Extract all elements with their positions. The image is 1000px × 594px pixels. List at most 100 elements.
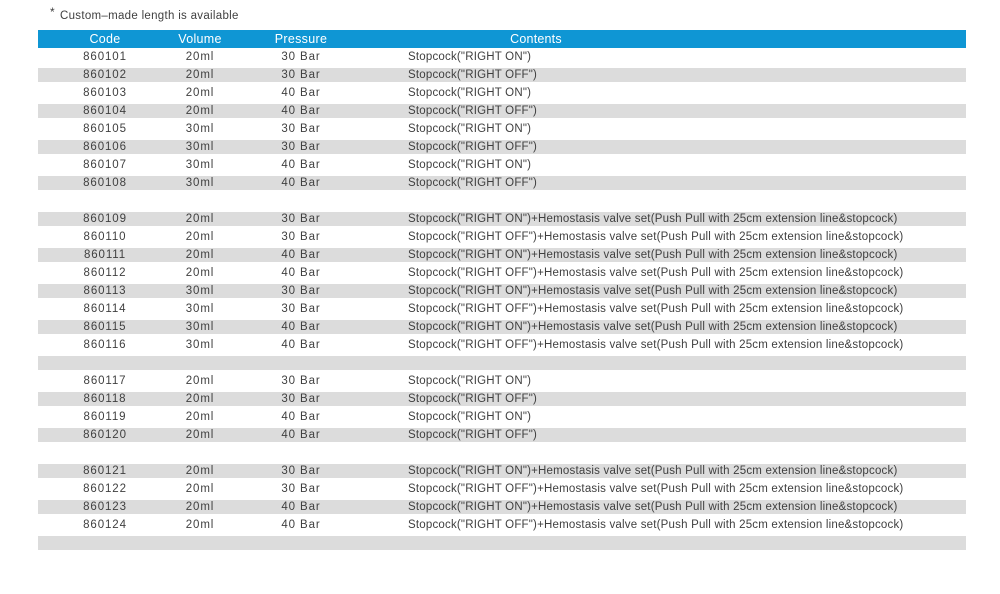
cell-volume: 20ml: [185, 501, 215, 513]
table-row: 860114 30ml 30 Bar Stopcock("RIGHT OFF")…: [38, 300, 966, 318]
table-row: 860121 20ml 30 Bar Stopcock("RIGHT ON")+…: [38, 462, 966, 480]
cell-volume: 30ml: [185, 303, 215, 315]
cell-code: 860118: [83, 393, 127, 405]
note-text: Custom–made length is available: [59, 10, 239, 22]
cell-pressure: 40 Bar: [281, 105, 321, 117]
table-row: [38, 534, 966, 552]
cell-code: 860117: [83, 375, 127, 387]
cell-pressure: 40 Bar: [281, 519, 321, 531]
table-row: 860118 20ml 30 Bar Stopcock("RIGHT OFF"): [38, 390, 966, 408]
table-header-row: Code Volume Pressure Contents: [38, 30, 966, 48]
cell-pressure: 30 Bar: [281, 141, 321, 153]
cell-pressure: 30 Bar: [281, 231, 321, 243]
cell-code: 860123: [83, 501, 127, 513]
cell-code: 860112: [83, 267, 127, 279]
cell-contents: [374, 354, 966, 372]
cell-pressure: 40 Bar: [281, 411, 321, 423]
cell-contents: Stopcock("RIGHT OFF")+Hemostasis valve s…: [408, 231, 904, 243]
cell-volume: 30ml: [185, 177, 215, 189]
cell-volume: [172, 192, 228, 210]
table-row: 860105 30ml 30 Bar Stopcock("RIGHT ON"): [38, 120, 966, 138]
cell-volume: 20ml: [185, 267, 215, 279]
cell-contents: Stopcock("RIGHT ON")+Hemostasis valve se…: [408, 501, 898, 513]
cell-code: 860114: [83, 303, 127, 315]
table-row: [38, 192, 966, 210]
table-row: 860123 20ml 40 Bar Stopcock("RIGHT ON")+…: [38, 498, 966, 516]
table-row: 860124 20ml 40 Bar Stopcock("RIGHT OFF")…: [38, 516, 966, 534]
cell-volume: 20ml: [185, 465, 215, 477]
cell-pressure: 30 Bar: [281, 393, 321, 405]
cell-volume: 20ml: [185, 213, 215, 225]
table-row: 860106 30ml 30 Bar Stopcock("RIGHT OFF"): [38, 138, 966, 156]
table-row: [38, 444, 966, 462]
cell-pressure: [228, 444, 374, 462]
table-row: 860115 30ml 40 Bar Stopcock("RIGHT ON")+…: [38, 318, 966, 336]
cell-volume: 20ml: [185, 249, 215, 261]
cell-pressure: 30 Bar: [281, 213, 321, 225]
cell-contents: Stopcock("RIGHT OFF"): [408, 177, 538, 189]
cell-volume: 20ml: [185, 519, 215, 531]
cell-volume: 30ml: [185, 141, 215, 153]
cell-pressure: 40 Bar: [281, 249, 321, 261]
cell-volume: [172, 444, 228, 462]
table-row: [38, 354, 966, 372]
cell-contents: Stopcock("RIGHT OFF")+Hemostasis valve s…: [408, 483, 904, 495]
cell-code: [38, 534, 172, 552]
cell-pressure: 30 Bar: [281, 123, 321, 135]
cell-volume: [172, 354, 228, 372]
cell-contents: Stopcock("RIGHT OFF"): [408, 141, 538, 153]
custom-length-note: * Custom–made length is available: [50, 5, 239, 22]
cell-volume: 20ml: [185, 393, 215, 405]
cell-pressure: 30 Bar: [281, 303, 321, 315]
cell-code: 860111: [83, 249, 127, 261]
cell-pressure: 40 Bar: [281, 159, 321, 171]
table-row: 860101 20ml 30 Bar Stopcock("RIGHT ON"): [38, 48, 966, 66]
column-header-pressure: Pressure: [274, 32, 328, 46]
asterisk-marker: *: [50, 5, 55, 19]
cell-contents: Stopcock("RIGHT ON"): [408, 375, 532, 387]
column-header-code: Code: [89, 32, 121, 46]
cell-code: 860105: [83, 123, 127, 135]
cell-pressure: 40 Bar: [281, 501, 321, 513]
cell-pressure: 40 Bar: [281, 87, 321, 99]
cell-code: 860103: [83, 87, 127, 99]
cell-contents: Stopcock("RIGHT OFF")+Hemostasis valve s…: [408, 519, 904, 531]
cell-volume: [172, 534, 228, 552]
cell-code: 860102: [83, 69, 127, 81]
cell-contents: Stopcock("RIGHT OFF")+Hemostasis valve s…: [408, 339, 904, 351]
cell-code: 860119: [83, 411, 127, 423]
cell-pressure: 40 Bar: [281, 339, 321, 351]
cell-volume: 20ml: [185, 87, 215, 99]
cell-code: 860104: [83, 105, 127, 117]
cell-contents: Stopcock("RIGHT ON"): [408, 51, 532, 63]
cell-volume: 30ml: [185, 159, 215, 171]
cell-contents: Stopcock("RIGHT OFF")+Hemostasis valve s…: [408, 303, 904, 315]
table-row: 860107 30ml 40 Bar Stopcock("RIGHT ON"): [38, 156, 966, 174]
cell-pressure: 40 Bar: [281, 177, 321, 189]
cell-pressure: 30 Bar: [281, 51, 321, 63]
cell-code: 860115: [83, 321, 127, 333]
cell-volume: 20ml: [185, 105, 215, 117]
cell-code: 860101: [83, 51, 127, 63]
table-row: 860122 20ml 30 Bar Stopcock("RIGHT OFF")…: [38, 480, 966, 498]
cell-code: [38, 354, 172, 372]
cell-code: 860124: [83, 519, 127, 531]
cell-pressure: [228, 354, 374, 372]
cell-code: 860122: [83, 483, 127, 495]
table-row: 860119 20ml 40 Bar Stopcock("RIGHT ON"): [38, 408, 966, 426]
cell-contents: [374, 534, 966, 552]
cell-pressure: 30 Bar: [281, 483, 321, 495]
cell-volume: 20ml: [185, 411, 215, 423]
table-row: 860102 20ml 30 Bar Stopcock("RIGHT OFF"): [38, 66, 966, 84]
cell-volume: 20ml: [185, 69, 215, 81]
cell-volume: 30ml: [185, 285, 215, 297]
cell-pressure: 30 Bar: [281, 285, 321, 297]
table-row: 860111 20ml 40 Bar Stopcock("RIGHT ON")+…: [38, 246, 966, 264]
cell-code: [38, 444, 172, 462]
table-row: 860104 20ml 40 Bar Stopcock("RIGHT OFF"): [38, 102, 966, 120]
cell-contents: Stopcock("RIGHT ON"): [408, 123, 532, 135]
cell-pressure: 30 Bar: [281, 69, 321, 81]
cell-code: 860113: [83, 285, 127, 297]
table-row: 860109 20ml 30 Bar Stopcock("RIGHT ON")+…: [38, 210, 966, 228]
